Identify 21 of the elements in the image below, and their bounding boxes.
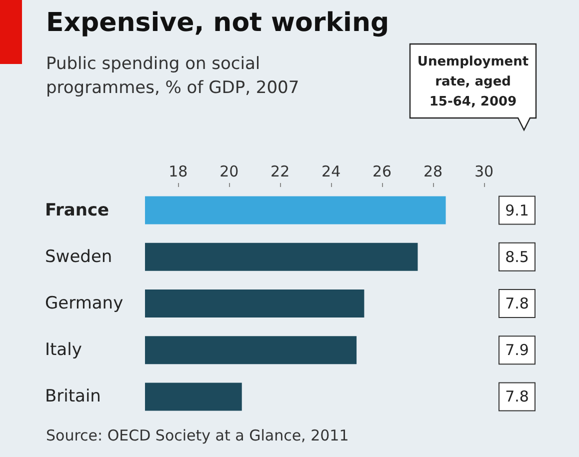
text: 7.8 xyxy=(505,294,529,312)
chart-title: Expensive, not working xyxy=(46,8,390,38)
text: 9.1 xyxy=(505,201,529,220)
x-tick-label: 30 xyxy=(474,162,494,180)
x-tick-label: 28 xyxy=(423,162,443,180)
x-tick-label: 22 xyxy=(270,162,290,180)
text: 7.9 xyxy=(505,341,529,360)
x-tick-label: 26 xyxy=(372,162,392,180)
x-tick-label: 20 xyxy=(220,162,239,180)
y-tick-label: Sweden xyxy=(45,246,112,267)
x-tick-label: 18 xyxy=(168,162,188,180)
x-tick-label: 24 xyxy=(322,162,341,180)
source-note: Source: OECD Society at a Glance, 2011 xyxy=(46,426,349,444)
y-tick-label: Italy xyxy=(45,340,82,360)
text: Unemployment rate, aged 15-64, 2009 xyxy=(417,54,529,110)
y-tick-label: Britain xyxy=(45,386,101,407)
text: 7.8 xyxy=(505,388,529,406)
chart-subtitle: Public spending on social programmes, % of GDP, 2007 xyxy=(46,54,300,98)
y-tick-label: France xyxy=(45,200,110,220)
y-tick-label: Germany xyxy=(45,294,124,314)
text: 8.5 xyxy=(505,248,529,266)
